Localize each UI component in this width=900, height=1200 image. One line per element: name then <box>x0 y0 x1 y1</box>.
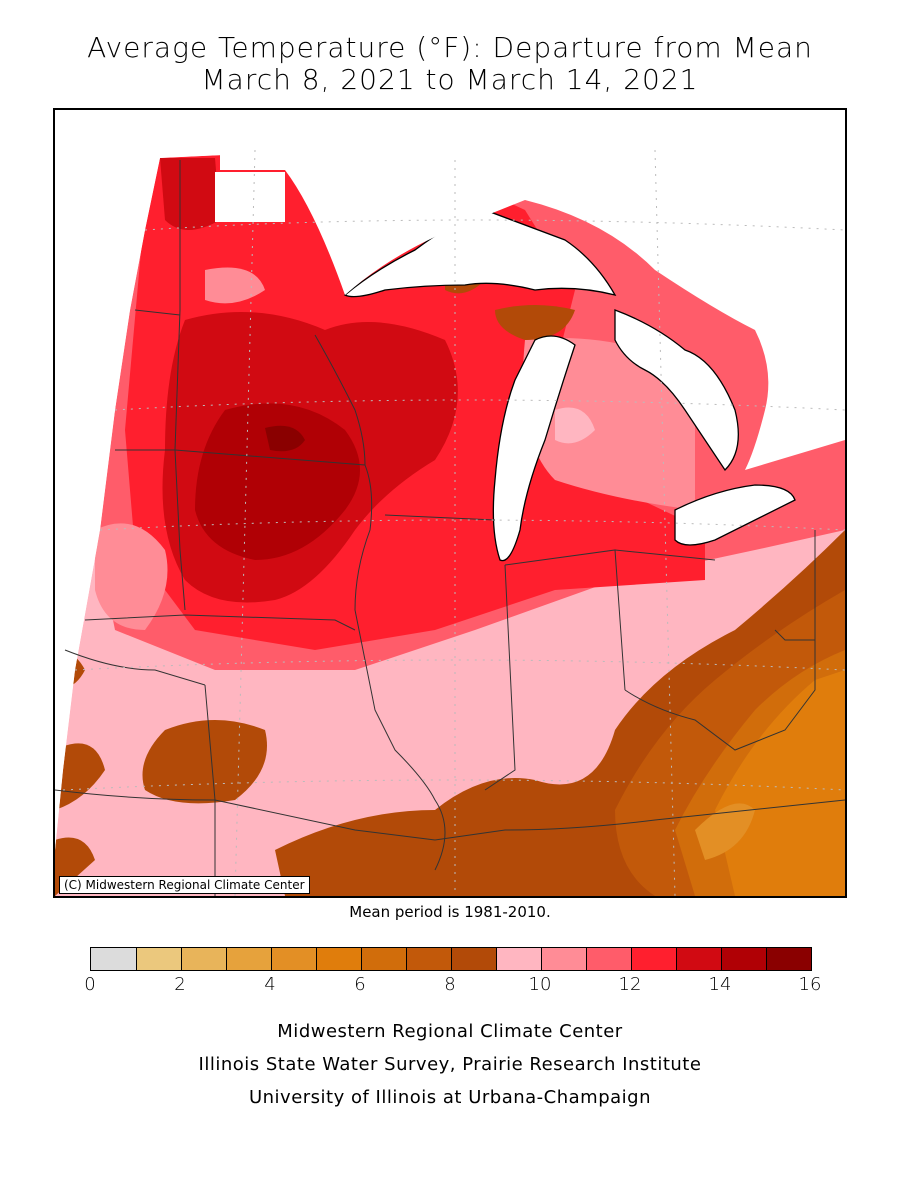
legend-swatch <box>316 948 361 970</box>
map-date-range: March 8, 2021 to March 14, 2021 <box>201 63 699 96</box>
footer-org: Midwestern Regional Climate Center <box>277 1021 623 1042</box>
legend-tick-label: 4 <box>264 974 276 995</box>
state-boundaries <box>55 160 845 896</box>
legend-swatch <box>271 948 316 970</box>
legend-swatch <box>721 948 766 970</box>
legend-tick-label: 8 <box>444 974 456 995</box>
temperature-departure-map: (C) Midwestern Regional Climate Center <box>53 108 847 898</box>
legend-tick-label: 6 <box>354 974 366 995</box>
legend-swatch <box>406 948 451 970</box>
legend-ticks: 0 2 4 6 8 10 12 14 16 <box>84 974 821 998</box>
footer-survey: Illinois State Water Survey, Prairie Res… <box>198 1054 702 1075</box>
legend-swatch <box>496 948 541 970</box>
great-lakes <box>343 209 796 562</box>
canada-region <box>220 110 845 470</box>
legend-swatch <box>226 948 271 970</box>
outside-domain <box>55 110 845 850</box>
map-credit: (C) Midwestern Regional Climate Center <box>59 876 310 894</box>
legend-swatch <box>136 948 181 970</box>
legend-swatch <box>541 948 586 970</box>
graticule <box>62 149 845 896</box>
legend-swatch <box>91 948 136 970</box>
legend-tick-label: 0 <box>84 974 96 995</box>
footer-university: University of Illinois at Urbana-Champai… <box>248 1087 652 1108</box>
map-canvas <box>55 110 845 896</box>
legend-swatch <box>451 948 496 970</box>
legend-swatch <box>631 948 676 970</box>
color-legend <box>90 947 812 971</box>
legend-tick-label: 12 <box>618 974 642 995</box>
legend-tick-label: 16 <box>798 974 822 995</box>
legend-tick-label: 2 <box>174 974 186 995</box>
legend-swatch <box>676 948 721 970</box>
legend-tick-label: 10 <box>528 974 552 995</box>
mean-period-note: Mean period is 1981-2010. <box>349 903 551 921</box>
legend-tick-label: 14 <box>708 974 732 995</box>
legend-swatch <box>766 948 811 970</box>
legend-swatch <box>586 948 631 970</box>
legend-swatch <box>361 948 406 970</box>
map-title: Average Temperature (°F): Departure from… <box>87 31 813 64</box>
legend-swatch <box>181 948 226 970</box>
